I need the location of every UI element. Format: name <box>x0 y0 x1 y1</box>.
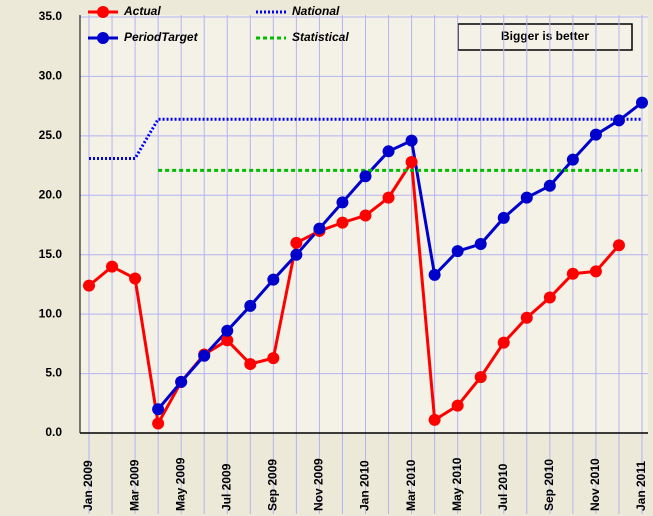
x-tick-label: Jul 2009 <box>219 463 233 511</box>
point <box>175 375 188 388</box>
point <box>451 245 464 258</box>
x-tick-label: Jan 2011 <box>634 461 648 511</box>
y-tick-label: 5.0 <box>45 366 62 380</box>
point <box>566 267 579 280</box>
point <box>129 272 142 285</box>
point <box>83 279 95 292</box>
point <box>543 291 556 304</box>
point <box>497 336 510 349</box>
point <box>405 134 418 147</box>
legend-label: PeriodTarget <box>124 30 199 44</box>
point <box>198 349 211 362</box>
x-tick-label: Jan 2010 <box>358 460 372 511</box>
y-tick-label: 20.0 <box>39 187 63 201</box>
point <box>221 334 234 347</box>
point <box>428 268 441 281</box>
legend-label: Statistical <box>292 30 349 44</box>
x-tick-label: Sep 2009 <box>266 459 280 511</box>
point <box>359 209 372 222</box>
point <box>382 145 395 158</box>
point <box>290 248 303 261</box>
point <box>267 273 280 286</box>
point <box>244 358 257 371</box>
point <box>221 324 234 337</box>
point <box>474 238 487 251</box>
point <box>313 222 326 235</box>
point <box>152 417 165 430</box>
point <box>359 170 372 183</box>
point <box>520 191 533 204</box>
point <box>636 96 648 109</box>
point <box>405 156 418 169</box>
point <box>474 371 487 384</box>
annotation-box <box>457 23 633 51</box>
plot-area <box>80 15 648 433</box>
point <box>520 311 533 324</box>
y-tick-label: 25.0 <box>39 128 63 142</box>
point <box>566 153 579 166</box>
y-tick-label: 0.0 <box>45 425 62 439</box>
point <box>543 179 556 192</box>
x-tick-label: Mar 2009 <box>127 459 141 511</box>
legend-marker <box>97 6 109 18</box>
x-tick-label: Sep 2010 <box>542 459 556 511</box>
x-tick-label: Jan 2009 <box>81 460 95 511</box>
point <box>589 265 602 278</box>
point <box>336 196 349 209</box>
legend-label: National <box>292 4 340 18</box>
legend-label: Actual <box>123 4 161 18</box>
legend-marker <box>97 32 109 44</box>
x-tick-label: May 2009 <box>173 457 187 511</box>
x-tick-label: Jul 2010 <box>496 463 510 511</box>
y-tick-label: 15.0 <box>39 247 63 261</box>
series-line <box>156 101 643 411</box>
point <box>152 403 165 416</box>
annotation: Bigger is better <box>501 29 589 43</box>
x-tick-label: Nov 2009 <box>312 458 326 511</box>
point <box>428 413 441 426</box>
y-tick-label: 10.0 <box>39 306 63 320</box>
point <box>589 128 602 141</box>
x-tick-label: May 2010 <box>450 457 464 511</box>
point <box>382 191 395 204</box>
x-tick-label: Mar 2010 <box>404 459 418 511</box>
y-tick-label: 30.0 <box>39 69 63 83</box>
y-tick-label: 35.0 <box>39 9 63 23</box>
point <box>267 352 280 365</box>
x-tick-label: Nov 2010 <box>588 458 602 511</box>
point <box>106 260 119 273</box>
point <box>497 211 510 224</box>
point <box>451 399 464 412</box>
point <box>244 299 257 312</box>
point <box>336 216 349 229</box>
point <box>612 114 625 127</box>
point <box>290 236 303 249</box>
point <box>612 239 625 252</box>
